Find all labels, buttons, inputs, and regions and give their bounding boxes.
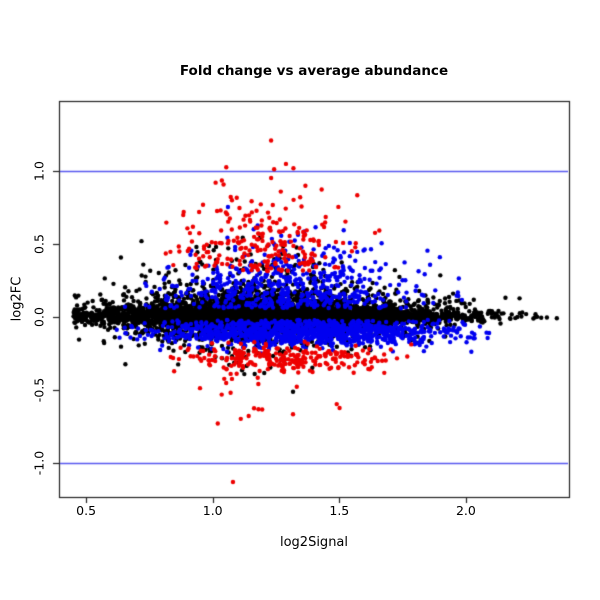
x-tick-label: 1.0 xyxy=(202,503,223,518)
chart-title: Fold change vs average abundance xyxy=(179,63,449,79)
y-tick-label: 1.0 xyxy=(31,160,47,181)
x-axis-label: log2Signal xyxy=(279,535,349,550)
y-tick-label: 0.5 xyxy=(31,233,47,254)
y-tick-label: -1.0 xyxy=(31,450,47,476)
x-tick-label: 2.0 xyxy=(455,503,476,518)
y-axis-label: log2FC xyxy=(9,276,25,322)
y-tick-label: 0.0 xyxy=(31,307,47,327)
x-tick-label: 0.5 xyxy=(76,503,97,518)
x-tick-label: 1.5 xyxy=(329,503,350,518)
y-tick-label: -0.5 xyxy=(31,377,47,403)
